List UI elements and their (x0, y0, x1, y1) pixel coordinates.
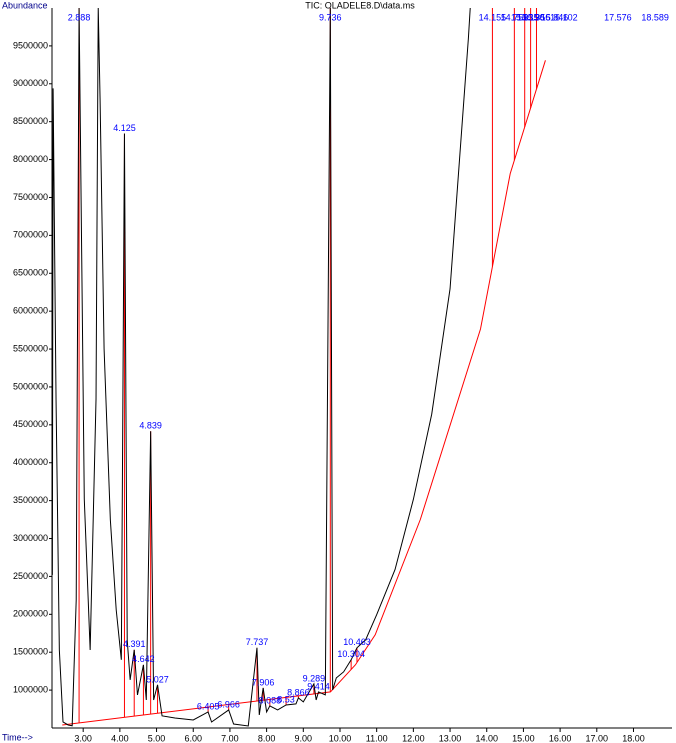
x-tick-label: 6.00 (184, 733, 202, 743)
y-tick-label: 4500000 (13, 419, 48, 429)
peak-label: 9.736 (319, 12, 342, 22)
peak-label: 8.53 (277, 694, 295, 704)
peak-label: 5.027 (146, 674, 169, 684)
y-axis-label: Abundance (2, 0, 48, 10)
y-tick-label: 7500000 (13, 192, 48, 202)
x-tick-label: 12.00 (402, 733, 425, 743)
peak-label: 15.035 (511, 12, 539, 22)
peak-label: 8.866 (287, 687, 310, 697)
peak-label: 4.642 (132, 654, 155, 664)
x-tick-label: 14.00 (475, 733, 498, 743)
chart-title: TIC: OLADELE8.D\data.ms (305, 0, 415, 10)
x-tick-label: 17.00 (586, 733, 609, 743)
peak-label: 2.888 (68, 12, 91, 22)
peak-label: 15.356 (523, 12, 551, 22)
x-axis-label: Time--> (2, 732, 33, 742)
peak-label: 10.304 (337, 649, 365, 659)
peak-label: 18.589 (641, 12, 669, 22)
peak-label: 7.906 (252, 677, 275, 687)
x-tick-label: 3.00 (74, 733, 92, 743)
peak-label: 10.463 (343, 637, 371, 647)
plot-area (52, 8, 546, 727)
y-tick-label: 6500000 (13, 268, 48, 278)
y-tick-label: 5500000 (13, 343, 48, 353)
x-tick-label: 18.00 (622, 733, 645, 743)
x-tick-label: 10.00 (329, 733, 352, 743)
baseline (62, 60, 546, 726)
x-tick-label: 16.00 (549, 733, 572, 743)
y-tick-label: 4000000 (13, 457, 48, 467)
y-tick-label: 8500000 (13, 116, 48, 126)
y-tick-label: 1500000 (13, 647, 48, 657)
x-tick-label: 9.00 (295, 733, 313, 743)
y-tick-label: 6000000 (13, 306, 48, 316)
y-tick-label: 1000000 (13, 684, 48, 694)
x-tick-label: 11.00 (366, 733, 388, 743)
peak-label: 15.196 (517, 12, 545, 22)
y-tick-label: 3500000 (13, 495, 48, 505)
peak-label: 6.405 (197, 701, 220, 711)
x-tick-label: 5.00 (148, 733, 166, 743)
y-tick-label: 8000000 (13, 154, 48, 164)
peak-label: 7.737 (246, 637, 269, 647)
tic-trace (52, 8, 471, 727)
peak-label: 6.966 (217, 699, 240, 709)
x-tick-label: 4.00 (111, 733, 129, 743)
x-tick-label: 7.00 (221, 733, 239, 743)
peak-label: 8.088 (259, 695, 282, 705)
peak-label: 14.155 (479, 12, 507, 22)
peak-label: 9.414 (307, 681, 330, 691)
x-tick-label: 8.00 (258, 733, 276, 743)
peak-label: 4.839 (139, 421, 162, 431)
y-tick-label: 9500000 (13, 40, 48, 50)
peak-label: 14.753 (501, 12, 529, 22)
y-tick-label: 5000000 (13, 381, 48, 391)
peak-label: 4.391 (123, 639, 146, 649)
y-tick-label: 2500000 (13, 571, 48, 581)
x-tick-label: 13.00 (439, 733, 462, 743)
y-tick-label: 2000000 (13, 609, 48, 619)
peak-label: 16.102 (550, 12, 578, 22)
y-tick-label: 9000000 (13, 78, 48, 88)
x-tick-label: 15.00 (512, 733, 535, 743)
peak-label: 4.125 (113, 123, 136, 133)
peak-label: 9.289 (303, 673, 326, 683)
peak-label: 17.576 (604, 12, 632, 22)
y-tick-label: 3000000 (13, 533, 48, 543)
peak-label: 15.846 (541, 12, 569, 22)
y-tick-label: 7000000 (13, 230, 48, 240)
